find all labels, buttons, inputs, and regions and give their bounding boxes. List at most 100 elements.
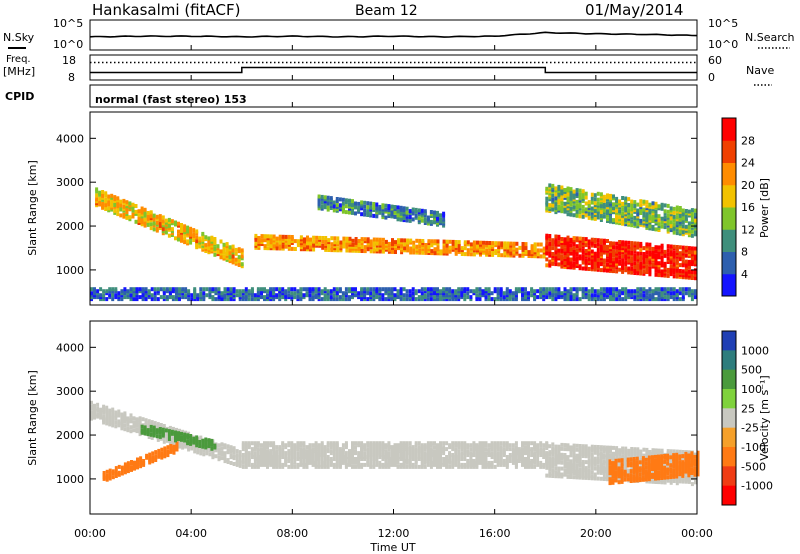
heatmap-cell (114, 293, 118, 298)
heatmap-cell (581, 460, 585, 464)
heatmap-cell (584, 258, 588, 263)
freq-tick-bottom-left: 8 (68, 71, 75, 84)
heatmap-cell (129, 287, 133, 292)
heatmap-cell (533, 289, 537, 294)
heatmap-cell (584, 474, 588, 478)
heatmap-cell (186, 239, 190, 244)
heatmap-cell (338, 287, 342, 292)
heatmap-cell (593, 243, 597, 248)
heatmap-cell (390, 210, 394, 215)
heatmap-cell (162, 424, 166, 428)
heatmap-cell (436, 297, 439, 302)
heatmap-cell (687, 259, 691, 264)
heatmap-cell (214, 454, 218, 459)
heatmap-cell (439, 289, 442, 294)
heatmap-cell (545, 442, 549, 447)
heatmap-cell (624, 446, 628, 451)
heatmap-cell (235, 453, 239, 458)
heatmap-cell (605, 287, 609, 292)
heatmap-cell (654, 253, 658, 258)
heatmap-cell (305, 291, 309, 296)
heatmap-cell (369, 249, 373, 254)
heatmap-cell (378, 441, 382, 446)
heatmap-cell (184, 287, 188, 292)
heatmap-cell (675, 258, 679, 263)
heatmap-cell (223, 443, 227, 448)
heatmap-cell (405, 289, 409, 294)
heatmap-cell (341, 297, 345, 302)
heatmap-cell (563, 453, 567, 457)
heatmap-cell (596, 456, 600, 461)
heatmap-cell (305, 287, 309, 292)
heatmap-cell (99, 287, 103, 292)
heatmap-cell (266, 234, 270, 239)
heatmap-cell (609, 241, 612, 246)
heatmap-cell (669, 244, 673, 249)
heatmap-cell (436, 210, 439, 215)
heatmap-cell (348, 449, 351, 454)
heatmap-cell (545, 263, 549, 268)
heatmap-cell (545, 186, 549, 191)
heatmap-cell (536, 459, 540, 463)
heatmap-cell (654, 272, 658, 277)
noise-tick-bottom-right: 10^0 (708, 38, 738, 51)
heatmap-cell (466, 240, 470, 245)
heatmap-cell (488, 241, 492, 245)
heatmap-cell (621, 287, 625, 292)
heatmap-cell (220, 450, 224, 455)
heatmap-cell (390, 459, 394, 463)
heatmap-cell (657, 287, 661, 292)
heatmap-cell (381, 462, 385, 467)
heatmap-cell (311, 443, 315, 448)
heatmap-cell (226, 287, 230, 292)
heatmap-cell (684, 259, 688, 264)
heatmap-cell (669, 250, 673, 255)
heatmap-cell (602, 214, 606, 219)
heatmap-cell (159, 287, 163, 292)
heatmap-cell (223, 293, 227, 298)
heatmap-cell (222, 242, 226, 247)
heatmap-cell (314, 293, 318, 298)
heatmap-cell (581, 204, 585, 209)
heatmap-cell (566, 235, 570, 240)
heatmap-cell (645, 254, 649, 259)
heatmap-cell (645, 200, 649, 205)
beam-title: Beam 12 (355, 3, 418, 19)
heatmap-cell (198, 244, 202, 249)
heatmap-cell (469, 289, 473, 294)
heatmap-cell (488, 250, 492, 255)
heatmap-cell (117, 291, 121, 296)
heatmap-cell (180, 234, 183, 239)
heatmap-cell (612, 269, 615, 274)
heatmap-cell (633, 253, 637, 258)
heatmap-cell (660, 243, 664, 248)
heatmap-cell (207, 236, 211, 241)
heatmap-cell (621, 262, 625, 266)
heatmap-cell (263, 238, 267, 243)
heatmap-cell (202, 291, 206, 296)
heatmap-cell (201, 237, 205, 242)
heatmap-cell (633, 200, 637, 205)
heatmap-cell (153, 291, 157, 296)
heatmap-cell (560, 254, 564, 259)
heatmap-cell (606, 193, 609, 198)
heatmap-cell (511, 291, 515, 296)
heatmap-cell (250, 462, 254, 467)
heatmap-cell (642, 447, 646, 452)
heatmap-cell (548, 287, 552, 292)
nave-label: Nave (746, 64, 774, 77)
heatmap-cell (308, 457, 312, 461)
heatmap-cell (572, 213, 576, 218)
heatmap-cell (357, 239, 361, 243)
heatmap-cell (460, 441, 464, 446)
heatmap-cell (402, 293, 406, 298)
heatmap-cell (548, 291, 552, 296)
heatmap-cell (621, 201, 625, 206)
heatmap-cell (439, 460, 442, 465)
heatmap-cell (663, 215, 667, 220)
heatmap-cell (569, 191, 573, 195)
heatmap-cell (678, 291, 682, 296)
heatmap-cell (533, 464, 537, 469)
heatmap-cell (299, 235, 303, 240)
